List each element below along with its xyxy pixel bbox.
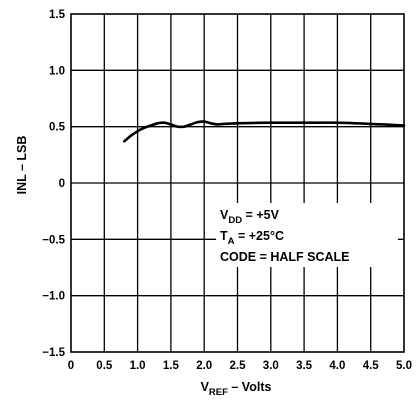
y-tick-label: 0.5 bbox=[49, 122, 66, 134]
x-axis-label-sub: REF bbox=[209, 387, 228, 398]
y-tick-label: −1.5 bbox=[42, 347, 65, 359]
conditions-annotation: VDD = +5V TA = +25°C CODE = HALF SCALE bbox=[216, 203, 398, 267]
grid-layer bbox=[71, 14, 404, 352]
x-tick-label: 3.0 bbox=[263, 360, 279, 372]
annotation-ta: TA = +25°C bbox=[220, 229, 284, 247]
x-tick-label: 5.0 bbox=[396, 360, 412, 372]
y-tick-label: 1.0 bbox=[49, 65, 65, 77]
x-tick-label: 4.5 bbox=[363, 360, 380, 372]
annotation-code: CODE = HALF SCALE bbox=[220, 250, 350, 264]
y-tick-label: 1.5 bbox=[49, 9, 66, 21]
x-axis-label-rest: – Volts bbox=[228, 380, 272, 394]
plot-border bbox=[70, 13, 405, 353]
y-tick-labels: −1.5 −1.0 −0.5 0 0.5 1.0 1.5 bbox=[42, 9, 65, 359]
x-tick-label: 2.0 bbox=[196, 360, 212, 372]
x-tick-labels: 0 0.5 1.0 1.5 2.0 2.5 3.0 3.5 4.0 4.5 5.0 bbox=[68, 360, 412, 372]
x-tick-label: 0.5 bbox=[96, 360, 113, 372]
x-tick-label: 1.5 bbox=[163, 360, 180, 372]
x-axis-label: VREF – Volts bbox=[201, 380, 272, 398]
annotation-vdd: VDD = +5V bbox=[220, 208, 280, 226]
y-axis-label: INL – LSB bbox=[15, 136, 29, 195]
annotation-backdrop bbox=[216, 203, 398, 267]
x-tick-label: 2.5 bbox=[230, 360, 247, 372]
y-tick-label: 0 bbox=[59, 178, 65, 190]
y-tick-label: −1.0 bbox=[42, 291, 65, 303]
x-axis-label-main: V bbox=[201, 380, 210, 394]
inl-series-line bbox=[123, 120, 406, 143]
curve-layer bbox=[123, 120, 406, 143]
plot-frame bbox=[70, 13, 405, 353]
x-tick-label: 4.0 bbox=[329, 360, 345, 372]
y-tick-label: −0.5 bbox=[42, 234, 65, 246]
x-tick-label: 3.5 bbox=[296, 360, 313, 372]
x-tick-label: 1.0 bbox=[130, 360, 146, 372]
x-tick-label: 0 bbox=[68, 360, 74, 372]
